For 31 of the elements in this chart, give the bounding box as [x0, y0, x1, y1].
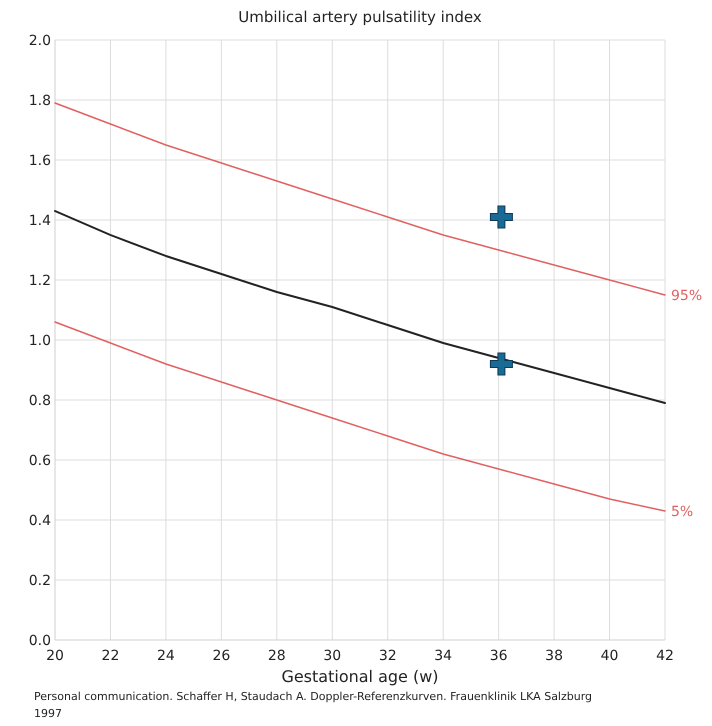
y-tick-label: 0.6 [28, 452, 52, 469]
y-tick-label: 1.6 [28, 152, 52, 169]
y-tick-label: 0.4 [28, 512, 52, 529]
chart-title: Umbilical artery pulsatility index [238, 8, 482, 26]
y-tick-label: 1.8 [28, 92, 51, 109]
x-tick-label: 40 [600, 648, 618, 664]
x-tick-label: 24 [156, 648, 175, 664]
series-label: 5% [671, 504, 694, 520]
x-tick-label: 28 [268, 648, 286, 664]
y-tick-label: 1.0 [28, 332, 51, 349]
x-tick-label: 30 [323, 648, 342, 664]
x-tick-label: 26 [212, 648, 230, 664]
line-series [54, 210, 666, 404]
y-tick-label: 0.2 [28, 572, 51, 589]
x-axis-title: Gestational age (w) [281, 667, 439, 686]
line-series [54, 102, 666, 296]
line-series [54, 321, 666, 512]
y-tick-label: 0.0 [28, 632, 51, 649]
x-tick-label: 42 [656, 648, 674, 664]
x-tick-label: 36 [490, 648, 508, 664]
text: Personal communication. Schaffer H, Staudach A. Doppler-Referenzkurven. Frauenklinik LKA Salzburg 1997 [34, 690, 592, 720]
x-tick-label: 22 [102, 648, 120, 664]
x-tick-label: 32 [378, 648, 397, 664]
y-tick-label: 0.8 [28, 392, 51, 409]
x-tick-label: 34 [434, 648, 452, 664]
y-tick-label: 2.0 [28, 32, 51, 49]
series-label: 95% [671, 288, 702, 304]
x-tick-label: 20 [46, 648, 64, 664]
y-tick-label: 1.2 [28, 272, 51, 289]
x-tick-label: 38 [545, 648, 564, 664]
y-tick-label: 1.4 [28, 212, 52, 229]
